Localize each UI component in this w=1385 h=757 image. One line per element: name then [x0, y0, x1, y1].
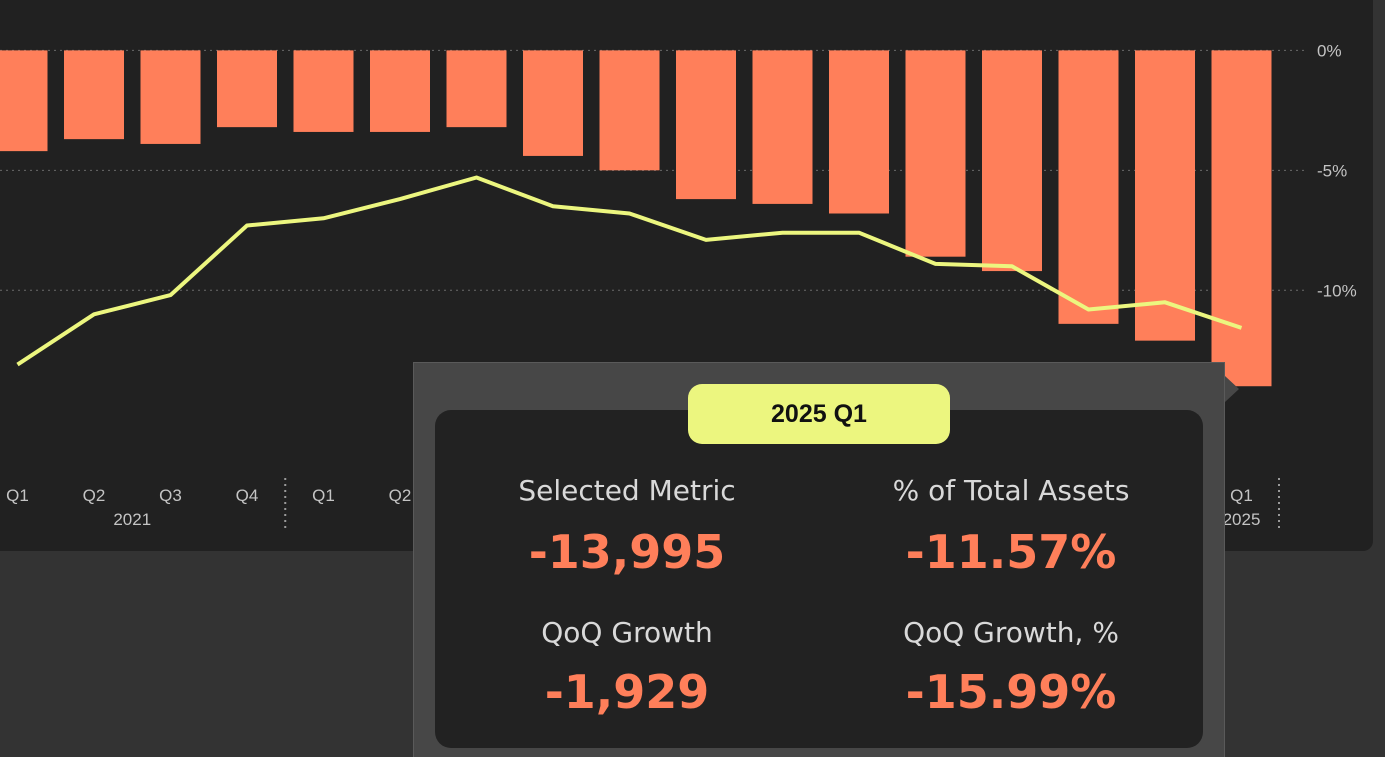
- metric-label-pct-total-assets: % of Total Assets: [892, 474, 1130, 507]
- bar: [0, 50, 48, 152]
- tooltip: Selected Metric -13,995 % of Total Asset…: [413, 362, 1225, 757]
- metric-label-qoq-growth: QoQ Growth: [541, 616, 713, 649]
- tooltip-pointer: [1225, 376, 1239, 402]
- x-tick-label: Q2: [389, 486, 412, 505]
- bar: [217, 50, 277, 128]
- x-tick-label: Q4: [236, 486, 259, 505]
- line-series: [16, 175, 1243, 367]
- x-tick-label: Q1: [1230, 486, 1253, 505]
- bar: [523, 50, 583, 156]
- bar: [370, 50, 430, 132]
- bar: [1058, 50, 1119, 324]
- bar: [829, 50, 889, 214]
- x-tick-label: Q1: [312, 486, 335, 505]
- bar: [64, 50, 124, 140]
- bar: [1135, 50, 1195, 341]
- bar: [982, 50, 1042, 272]
- x-tick-label: Q2: [83, 486, 106, 505]
- bar: [446, 50, 507, 128]
- combo-chart[interactable]: 0%-5%-10%Q1Q2Q3Q4Q1Q2Q3Q4Q1Q2Q3Q4Q1Q2Q3Q…: [0, 0, 1373, 551]
- tooltip-period-badge: 2025 Q1: [688, 384, 950, 444]
- bar: [905, 50, 966, 257]
- x-tick-label: Q3: [159, 486, 182, 505]
- metric-value-pct-total-assets: -11.57%: [905, 525, 1117, 579]
- metric-label-qoq-growth-pct: QoQ Growth, %: [903, 616, 1119, 649]
- tooltip-card: Selected Metric -13,995 % of Total Asset…: [435, 410, 1203, 748]
- metric-value-selected: -13,995: [528, 525, 726, 579]
- bar: [293, 50, 354, 132]
- bar: [1211, 50, 1272, 387]
- y-tick-label: -10%: [1317, 281, 1357, 300]
- bar: [599, 50, 660, 171]
- y-tick-label: -5%: [1317, 161, 1347, 180]
- metric-value-qoq-growth-pct: -15.99%: [905, 665, 1117, 719]
- bar: [676, 50, 736, 200]
- year-label: 2025: [1223, 510, 1261, 529]
- metric-value-qoq-growth: -1,929: [544, 665, 710, 719]
- bar: [140, 50, 201, 144]
- bar: [752, 50, 813, 204]
- y-tick-label: 0%: [1317, 41, 1342, 60]
- metric-label-selected: Selected Metric: [518, 474, 736, 507]
- year-label: 2021: [113, 510, 151, 529]
- x-tick-label: Q1: [6, 486, 29, 505]
